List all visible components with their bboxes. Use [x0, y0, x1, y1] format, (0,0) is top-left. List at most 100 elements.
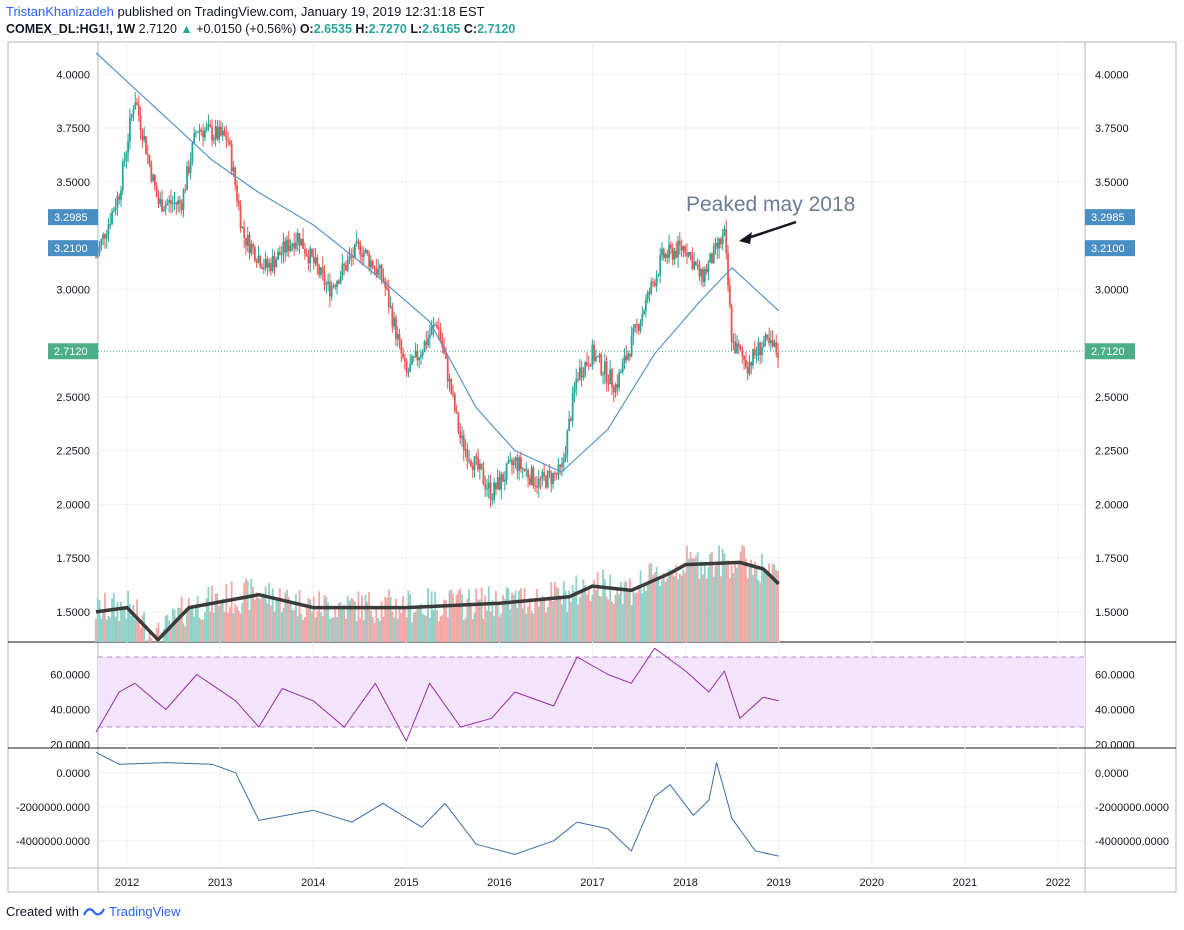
- time-tick: 2013: [208, 877, 232, 889]
- candle-body: [280, 253, 283, 256]
- price-badge-right: [1085, 240, 1135, 257]
- candle-body: [678, 240, 681, 246]
- candle-body: [673, 250, 676, 260]
- price-badge-right-text: 3.2100: [1091, 243, 1125, 255]
- candle-body: [707, 262, 710, 273]
- candle-body: [357, 241, 360, 243]
- volume-bar: [418, 605, 421, 642]
- close-value: 2.7120: [477, 22, 516, 36]
- volume-bar: [471, 619, 474, 642]
- volume-bar: [391, 611, 394, 642]
- volume-bar: [694, 555, 697, 642]
- volume-bar: [191, 608, 194, 642]
- candle-body: [316, 257, 319, 267]
- volume-bar: [746, 578, 749, 642]
- candle-body: [595, 356, 597, 361]
- volume-bar: [696, 552, 699, 642]
- volume-bar: [461, 594, 463, 642]
- price-tick-left: 3.7500: [56, 123, 90, 135]
- volume-bar: [752, 574, 754, 642]
- volume-bar: [227, 612, 229, 642]
- volume-bar: [311, 611, 313, 642]
- candle-body: [259, 255, 262, 268]
- volume-bar: [728, 578, 731, 642]
- candle-body: [278, 251, 281, 256]
- volume-bar: [764, 571, 767, 642]
- volume-bar: [243, 582, 246, 642]
- candle-body: [257, 255, 260, 263]
- volume-bar: [345, 618, 347, 642]
- volume-bar: [298, 589, 301, 642]
- candle-body: [425, 341, 428, 346]
- volume-bar: [552, 601, 554, 642]
- volume-bar: [666, 578, 669, 642]
- author-link[interactable]: TristanKhanizadeh: [6, 4, 114, 19]
- volume-bar: [727, 560, 729, 642]
- volume-bar: [680, 575, 683, 642]
- volume-bar: [300, 613, 303, 642]
- candle-body: [389, 306, 392, 308]
- volume-bar: [411, 622, 413, 642]
- candle-body: [148, 155, 151, 165]
- candle-body: [525, 469, 528, 471]
- volume-bar: [409, 594, 412, 642]
- candle-body: [291, 243, 294, 246]
- volume-bar: [480, 587, 483, 642]
- volume-bar: [321, 615, 324, 642]
- candle-body: [564, 454, 567, 459]
- volume-bar: [448, 590, 451, 642]
- candle-body: [395, 317, 397, 340]
- candle-body: [452, 393, 454, 395]
- candle-body: [245, 237, 247, 246]
- volume-bar: [275, 598, 278, 642]
- candle-body: [391, 306, 394, 327]
- open-value: 2.6535: [313, 22, 352, 36]
- candle-body: [646, 291, 649, 300]
- candle-body: [268, 262, 271, 268]
- volume-bar: [564, 590, 567, 642]
- volume-bar: [266, 603, 269, 642]
- candle-body: [596, 356, 599, 358]
- candle-body: [750, 362, 753, 366]
- candle-body: [439, 328, 442, 340]
- candle-body: [396, 334, 399, 340]
- volume-bar: [412, 612, 415, 642]
- candle-body: [232, 167, 235, 172]
- candle-body: [162, 209, 165, 212]
- candle-body: [496, 477, 499, 490]
- volume-bar: [452, 593, 454, 642]
- candle-body: [378, 265, 381, 269]
- volume-bar: [257, 598, 260, 642]
- volume-bar: [714, 566, 717, 642]
- candle-body: [575, 378, 578, 388]
- candle-body: [598, 354, 601, 357]
- volume-bar: [434, 591, 437, 642]
- volume-bar: [289, 602, 292, 642]
- volume-bar: [702, 574, 704, 642]
- volume-bar: [425, 616, 428, 642]
- volume-bar: [100, 618, 103, 642]
- candle-body: [753, 349, 756, 356]
- candle-body: [607, 382, 610, 385]
- volume-bar: [716, 561, 719, 642]
- candle-body: [671, 247, 674, 260]
- candle-body: [202, 131, 204, 138]
- candle-body: [771, 340, 774, 347]
- tradingview-link[interactable]: TradingView: [108, 904, 181, 919]
- candle-body: [566, 430, 569, 455]
- candle-body: [545, 476, 547, 488]
- volume-bar: [475, 588, 478, 642]
- volume-bar: [341, 605, 344, 642]
- volume-bar: [725, 560, 728, 642]
- candle-body: [314, 257, 317, 264]
- volume-bar: [334, 606, 337, 642]
- candle-body: [398, 334, 401, 341]
- candle-body: [721, 234, 724, 245]
- volume-bar: [120, 601, 122, 642]
- volume-bar: [400, 613, 403, 642]
- symbol-label: COMEX_DL:HG1!, 1W: [6, 22, 136, 36]
- volume-bar: [700, 561, 703, 642]
- volume-bar: [264, 586, 267, 642]
- volume-bar: [361, 595, 363, 642]
- rsi-band: [98, 656, 1085, 728]
